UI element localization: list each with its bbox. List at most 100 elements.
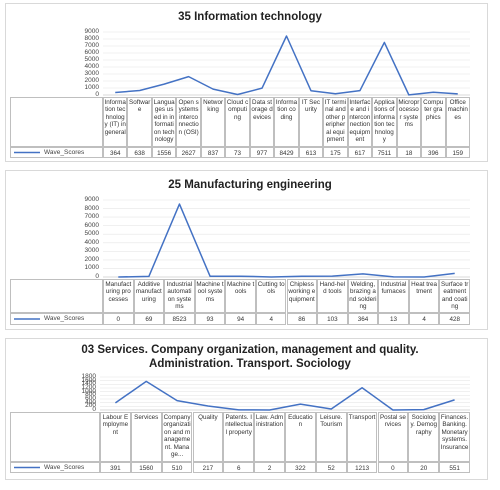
- chart-title: 25 Manufacturing engineering: [168, 179, 332, 191]
- category-cell: Welding, brazing and soldering: [347, 279, 379, 313]
- value-cell: 1556: [151, 147, 177, 158]
- category-cell: Applications of information technology: [372, 97, 397, 147]
- value-cell: 94: [225, 313, 256, 325]
- value-cell: 364: [347, 313, 379, 325]
- value-cell: 396: [421, 147, 446, 158]
- category-cell: Labour Employment: [100, 412, 131, 462]
- category-cell: Heat treatment: [408, 279, 440, 313]
- y-tick-label: 9000: [84, 28, 99, 35]
- value-cell: 322: [285, 462, 316, 473]
- value-cell: 1560: [130, 462, 162, 473]
- legend-label: Wave_Scores: [44, 463, 85, 471]
- legend-cell: [10, 313, 103, 325]
- value-cell: 551: [439, 462, 470, 473]
- value-cell: 69: [133, 313, 165, 325]
- value-cell: 977: [249, 147, 275, 158]
- category-cell: Information technology (IT) in general: [103, 97, 128, 147]
- value-cell: 73: [225, 147, 250, 158]
- category-cell: Transport: [346, 412, 378, 462]
- y-tick-label: 1800: [81, 373, 96, 380]
- category-cell: Hand-held tools: [317, 279, 348, 313]
- category-cell: Law. Administration: [254, 412, 285, 462]
- y-tick-label: 400: [85, 398, 96, 406]
- value-cell: 638: [127, 147, 152, 158]
- category-cell: Services: [130, 412, 162, 462]
- category-cell: Postal services: [377, 412, 409, 462]
- category-cell: Sociology. Demography: [408, 412, 440, 462]
- table-corner: [10, 412, 100, 462]
- value-cell: 175: [323, 147, 348, 158]
- category-cell: Quality: [192, 412, 224, 462]
- y-tick-label: 1000: [81, 387, 96, 395]
- table-corner: [10, 279, 103, 313]
- value-cell: 7511: [372, 147, 397, 158]
- category-cell: Interface and interconnection equipment: [347, 97, 373, 147]
- value-cell: 2: [254, 462, 285, 473]
- value-cell: 1213: [346, 462, 378, 473]
- legend-label: Wave_Scores: [44, 315, 85, 322]
- category-cell: Machine tool systems: [194, 279, 226, 313]
- data-line: [114, 380, 455, 411]
- value-cell: 8523: [164, 313, 195, 325]
- legend-label: Wave_Scores: [44, 148, 85, 156]
- value-cell: 837: [200, 147, 226, 158]
- value-cell: 0: [103, 313, 134, 325]
- category-cell: Cutting tools: [255, 279, 287, 313]
- category-cell: Company organization and management. Man…: [161, 412, 193, 462]
- chart-panel: [5, 170, 488, 330]
- y-tick-label: 600: [85, 395, 96, 402]
- category-cell: Industrial automation systems: [164, 279, 195, 313]
- category-cell: IT terminal and other peripheral equipme…: [323, 97, 348, 147]
- y-tick-label: 0: [95, 91, 99, 98]
- y-tick-label: 5000: [84, 230, 99, 238]
- y-tick-label: 1200: [81, 384, 96, 391]
- value-cell: 617: [347, 147, 373, 158]
- y-tick-label: 7000: [84, 42, 99, 49]
- y-tick-label: 7000: [84, 213, 99, 221]
- category-cell: Microprocessor systems: [396, 97, 422, 147]
- legend-cell: [10, 462, 100, 473]
- y-tick-label: 8000: [84, 204, 99, 212]
- y-tick-label: 2000: [84, 255, 99, 263]
- data-line: [115, 35, 458, 96]
- value-cell: 391: [100, 462, 131, 473]
- category-cell: Leisure. Tourism: [315, 412, 347, 462]
- chart-panel: [5, 3, 488, 162]
- value-cell: 159: [445, 147, 470, 158]
- value-cell: 52: [315, 462, 347, 473]
- category-cell: Software: [127, 97, 152, 147]
- value-cell: 613: [298, 147, 324, 158]
- y-tick-label: 1000: [84, 84, 99, 91]
- data-line: [118, 203, 455, 278]
- category-cell: Machine tools: [225, 279, 256, 313]
- value-cell: 103: [317, 313, 348, 325]
- value-cell: 13: [378, 313, 409, 325]
- value-cell: 8429: [274, 147, 299, 158]
- table-corner: [10, 97, 103, 147]
- value-cell: 364: [103, 147, 128, 158]
- y-tick-label: 2000: [84, 77, 99, 84]
- y-tick-label: 6000: [84, 221, 99, 229]
- category-cell: Surface treatment and coating: [439, 279, 470, 313]
- category-cell: Finances. Banking. Monetary systems. Ins…: [439, 412, 470, 462]
- category-cell: Chipless working equipment: [286, 279, 318, 313]
- category-cell: Cloud computing: [225, 97, 250, 147]
- category-cell: Manufacturing processes: [103, 279, 134, 313]
- y-tick-label: 800: [85, 391, 96, 399]
- category-cell: Industrial furnaces: [378, 279, 409, 313]
- y-tick-label: 0: [92, 406, 96, 413]
- value-cell: 217: [192, 462, 224, 473]
- category-cell: Patents. Intellectual property: [223, 412, 255, 462]
- y-tick-label: 1400: [81, 380, 96, 388]
- y-tick-label: 6000: [84, 49, 99, 56]
- y-tick-label: 9000: [84, 196, 99, 203]
- category-cell: Open systems interconnection (OSI): [176, 97, 201, 147]
- y-tick-label: 0: [95, 273, 99, 280]
- value-cell: 20: [408, 462, 440, 473]
- y-tick-label: 1000: [84, 264, 99, 272]
- value-cell: 4: [255, 313, 287, 325]
- value-cell: 0: [377, 462, 409, 473]
- y-tick-label: 8000: [84, 35, 99, 42]
- value-cell: 6: [223, 462, 255, 473]
